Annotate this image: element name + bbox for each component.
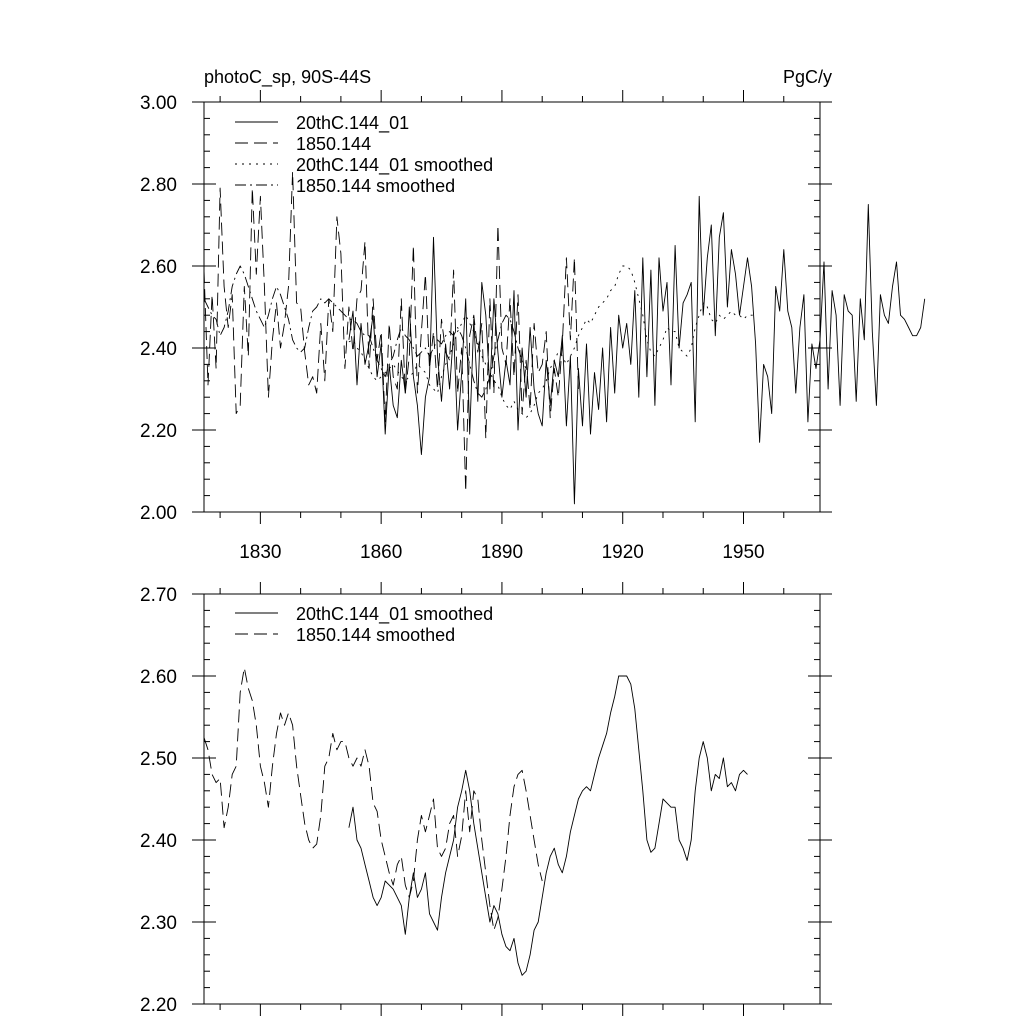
x-tick-label: 1830	[239, 542, 281, 563]
y-tick-label: 2.70	[140, 585, 177, 606]
y-tick-label: 2.20	[140, 421, 177, 442]
series-line-1-1	[203, 667, 543, 931]
x-tick-label: 1890	[481, 542, 523, 563]
y-tick-label: 2.40	[140, 831, 177, 852]
series-line-0-0	[348, 195, 926, 505]
legend-label: 1850.144 smoothed	[296, 176, 455, 196]
x-tick-label: 1920	[602, 542, 644, 563]
legend-label: 20thC.144_01 smoothed	[296, 604, 493, 625]
legend-label: 20thC.144_01	[296, 113, 409, 134]
x-tick-label: 1860	[360, 542, 402, 563]
y-tick-label: 2.60	[140, 667, 177, 688]
series-line-1-0	[348, 675, 748, 976]
plot-frame	[203, 593, 821, 1005]
top-panel: photoC_sp, 90S-44S PgC/y 1830 1860 1890 192…	[140, 67, 926, 563]
y-tick-label: 2.80	[140, 175, 177, 196]
y-tick-label: 2.00	[140, 503, 177, 524]
top-plot-area: 1830 1860 1890 1920 1950 2.00 2.20 2.40 2.60 2.80…	[140, 90, 926, 563]
legend-label: 1850.144 smoothed	[296, 625, 455, 645]
series-line-0-1	[203, 171, 579, 492]
y-tick-label: 3.00	[140, 93, 177, 114]
legend-label: 1850.144	[296, 134, 371, 154]
legend-label: 20thC.144_01 smoothed	[296, 155, 493, 176]
bottom-plot-area: 2.20 2.30 2.40 2.50 2.60 2.70 20thC.144_01 smo…	[140, 582, 832, 1016]
bottom-panel: 2.20 2.30 2.40 2.50 2.60 2.70 20thC.144_01 smo…	[140, 582, 832, 1016]
x-tick-label: 1950	[722, 542, 764, 563]
top-panel-title-left: photoC_sp, 90S-44S	[204, 67, 371, 88]
y-tick-label: 2.20	[140, 995, 177, 1016]
top-panel-title-right: PgC/y	[783, 67, 832, 87]
y-tick-label: 2.60	[140, 257, 177, 278]
plot-frame	[203, 101, 821, 513]
y-tick-label: 2.50	[140, 749, 177, 770]
series-line-0-3	[203, 265, 527, 398]
y-tick-label: 2.30	[140, 913, 177, 934]
y-tick-label: 2.40	[140, 339, 177, 360]
